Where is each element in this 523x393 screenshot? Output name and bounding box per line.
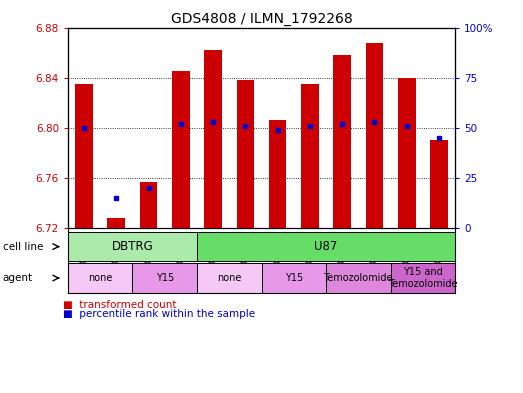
Bar xyxy=(68,232,197,261)
Text: cell line: cell line xyxy=(3,242,43,252)
Bar xyxy=(326,263,391,293)
Bar xyxy=(366,42,383,228)
Bar xyxy=(398,78,415,228)
Bar xyxy=(108,218,125,228)
Text: GDS4808 / ILMN_1792268: GDS4808 / ILMN_1792268 xyxy=(170,12,353,26)
Bar xyxy=(430,140,448,228)
Text: DBTRG: DBTRG xyxy=(111,240,153,253)
Bar xyxy=(262,263,326,293)
Bar xyxy=(172,72,190,228)
Text: agent: agent xyxy=(3,273,33,283)
Bar xyxy=(391,263,455,293)
Text: none: none xyxy=(217,273,242,283)
Bar xyxy=(197,232,455,261)
Text: ■  percentile rank within the sample: ■ percentile rank within the sample xyxy=(63,309,255,320)
Text: ■  transformed count: ■ transformed count xyxy=(63,299,176,310)
Bar xyxy=(333,55,351,228)
Bar xyxy=(269,120,287,228)
Text: Y15 and
Temozolomide: Y15 and Temozolomide xyxy=(388,267,458,289)
Bar xyxy=(301,84,319,228)
Text: Y15: Y15 xyxy=(285,273,303,283)
Text: Temozolomide: Temozolomide xyxy=(324,273,393,283)
Text: Y15: Y15 xyxy=(156,273,174,283)
Text: none: none xyxy=(88,273,112,283)
Bar xyxy=(197,263,262,293)
Bar xyxy=(204,50,222,228)
Bar xyxy=(132,263,197,293)
Bar xyxy=(68,263,132,293)
Text: U87: U87 xyxy=(314,240,338,253)
Bar xyxy=(75,84,93,228)
Bar xyxy=(236,80,254,228)
Bar xyxy=(140,182,157,228)
